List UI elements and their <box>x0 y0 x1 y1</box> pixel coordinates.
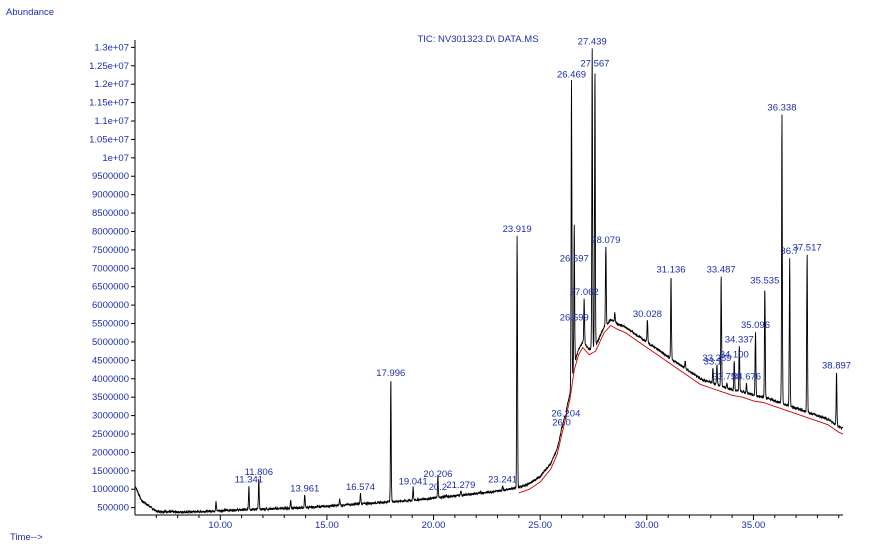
peak-label: 35.096 <box>741 320 770 331</box>
x-tick-label: 15.00 <box>315 520 339 531</box>
y-tick-label: 7500000 <box>92 245 129 256</box>
peak-label: 34.100 <box>720 349 749 360</box>
y-tick-label: 7000000 <box>92 263 129 274</box>
peak-label: 36.338 <box>767 103 796 114</box>
x-axis-label: Time--> <box>10 532 43 543</box>
peak-label: 34.337 <box>725 335 754 346</box>
peak-label: 21.279 <box>446 480 475 491</box>
peak-label: 26.0 <box>552 417 571 428</box>
y-tick-label: 1.05e+07 <box>89 134 129 145</box>
peak-label: 28.079 <box>591 235 620 246</box>
peak-label: 16.574 <box>346 482 375 493</box>
peak-label: 33.289 <box>702 353 731 364</box>
peak-label: 11.341 <box>235 475 263 486</box>
y-axis-label: Abundance <box>6 7 54 18</box>
peak-label: 33.759 <box>712 371 741 382</box>
y-tick-label: 500000 <box>97 503 129 514</box>
peak-label: 33.1 <box>704 357 723 368</box>
y-tick-label: 1.25e+07 <box>89 61 129 72</box>
y-tick-label: 3000000 <box>92 411 129 422</box>
y-tick-label: 1500000 <box>92 466 129 477</box>
peak-label: 20.2 <box>429 482 448 493</box>
x-tick-label: 35.00 <box>742 520 766 531</box>
traces <box>134 48 844 515</box>
x-tick-label: 10.00 <box>208 520 232 531</box>
baseline-trace <box>518 324 844 494</box>
peak-label: 23.919 <box>503 224 532 235</box>
x-tick-label: 20.00 <box>422 520 446 531</box>
y-tick-label: 4000000 <box>92 374 129 385</box>
y-tick-label: 6500000 <box>92 282 129 293</box>
peak-label: 26.599 <box>560 313 589 324</box>
x-tick-label: 30.00 <box>635 520 659 531</box>
peak-label: 26.469 <box>557 70 586 81</box>
y-tick-label: 4500000 <box>92 355 129 366</box>
y-tick-label: 1000000 <box>92 484 129 495</box>
y-tick-label: 1.15e+07 <box>89 98 129 109</box>
peak-label: 27.567 <box>580 58 609 69</box>
y-tick-label: 5500000 <box>92 319 129 330</box>
y-tick-label: 9000000 <box>92 190 129 201</box>
peak-label: 30.028 <box>633 309 662 320</box>
peak-label: 26.597 <box>560 254 589 265</box>
peak-label: 23.241 <box>488 475 517 486</box>
axes <box>134 40 843 516</box>
y-tick-label: 2000000 <box>92 447 129 458</box>
tic-trace <box>134 48 844 515</box>
peak-label: 27.062 <box>570 287 599 298</box>
y-tick-label: 5000000 <box>92 337 129 348</box>
peak-label: 37.517 <box>793 243 822 254</box>
y-tick-label: 8000000 <box>92 226 129 237</box>
y-tick-label: 1e+07 <box>102 153 129 164</box>
y-tick-label: 1.2e+07 <box>94 79 129 90</box>
peak-label: 19.041 <box>399 476 428 487</box>
peak-label: 34.676 <box>732 371 761 382</box>
x-ticks: 10.00 15.00 20.00 25.00 30.00 35.00 <box>155 515 840 531</box>
peak-label: 31.136 <box>657 265 686 276</box>
peak-label: 17.996 <box>376 368 405 379</box>
peak-label: 13.961 <box>290 484 319 495</box>
peak-label: 38.897 <box>822 360 851 371</box>
x-tick-label: 25.00 <box>528 520 552 531</box>
peak-label: 11.806 <box>245 467 273 478</box>
y-tick-label: 1.1e+07 <box>94 116 129 127</box>
peak-label: 36.7 <box>780 246 799 257</box>
chart-title: TIC: NV301323.D\ DATA.MS <box>417 34 538 45</box>
peak-label: 20.206 <box>423 469 452 480</box>
peak-label: 33.487 <box>707 265 736 276</box>
y-tick-label: 1.3e+07 <box>94 42 129 53</box>
peak-label: 35.535 <box>750 276 779 287</box>
y-tick-label: 3500000 <box>92 392 129 403</box>
y-tick-label: 8500000 <box>92 208 129 219</box>
y-tick-label: 6000000 <box>92 300 129 311</box>
peak-label: 27.439 <box>578 36 607 47</box>
y-tick-label: 2500000 <box>92 429 129 440</box>
y-tick-label: 9500000 <box>92 171 129 182</box>
peak-label: 26.204 <box>551 408 580 419</box>
y-ticks: 500000 1000000 1500000 2000000 2500000 300000… <box>89 42 135 514</box>
